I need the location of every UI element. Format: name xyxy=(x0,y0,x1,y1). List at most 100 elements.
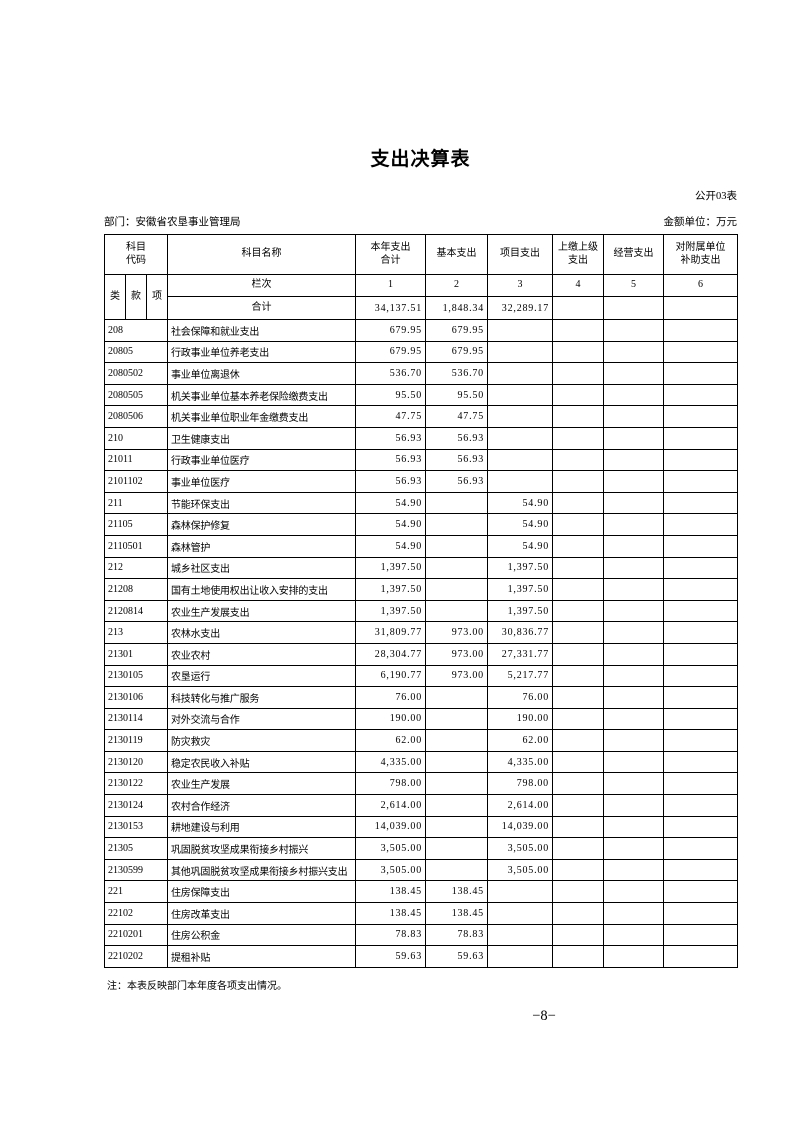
amount-cell: 62.00 xyxy=(355,729,426,752)
amount-cell xyxy=(663,858,738,882)
total-amount-cell xyxy=(603,296,664,320)
amount-cell xyxy=(487,405,553,428)
amount-cell: 138.45 xyxy=(425,902,488,925)
subject-code: 21305 xyxy=(104,837,168,860)
amount-cell: 3,505.00 xyxy=(355,858,426,882)
subject-code: 2210201 xyxy=(104,923,168,947)
amount-cell xyxy=(552,923,604,947)
amount-cell xyxy=(603,340,664,364)
table-row: 2101102 事业单位医疗 56.93 56.93 xyxy=(104,470,738,493)
subject-code: 2110501 xyxy=(104,534,168,558)
amount-cell xyxy=(425,750,488,774)
table-row: 2080506 机关事业单位职业年金缴费支出 47.75 47.75 xyxy=(104,405,738,428)
amount-cell xyxy=(663,902,738,925)
amount-cell xyxy=(603,470,664,493)
header-subject-name: 科目名称 xyxy=(167,234,356,275)
expenditure-table: 科目 代码 科目名称 本年支出 合计 基本支出 项目支出 上缴上级 支出 经营支… xyxy=(104,234,738,968)
amount-cell xyxy=(603,686,664,709)
amount-cell xyxy=(603,513,664,536)
amount-cell: 190.00 xyxy=(355,707,426,731)
amount-cell xyxy=(552,578,604,601)
amount-cell xyxy=(425,772,488,796)
amount-cell xyxy=(552,405,604,428)
subject-code: 21105 xyxy=(104,513,168,536)
amount-cell xyxy=(603,383,664,407)
amount-cell: 95.50 xyxy=(355,383,426,407)
header-category: 类 xyxy=(104,274,126,320)
total-amount-cell xyxy=(552,296,604,320)
page-title: 支出决算表 xyxy=(370,149,471,170)
amount-cell: 679.95 xyxy=(425,340,488,364)
amount-cell: 3,505.00 xyxy=(487,837,553,860)
table-row: 221 住房保障支出 138.45 138.45 xyxy=(104,880,738,904)
amount-cell: 138.45 xyxy=(355,880,426,904)
table-row: 21305 巩固脱贫攻坚成果衔接乡村振兴 3,505.00 3,505.00 xyxy=(104,837,738,860)
amount-cell: 679.95 xyxy=(425,319,488,342)
amount-cell: 31,809.77 xyxy=(355,621,426,644)
amount-cell xyxy=(487,340,553,364)
amount-cell xyxy=(425,513,488,536)
amount-cell: 78.83 xyxy=(425,923,488,947)
amount-cell: 4,335.00 xyxy=(355,750,426,774)
amount-cell xyxy=(552,772,604,796)
amount-cell xyxy=(663,513,738,536)
subject-code: 21208 xyxy=(104,578,168,601)
subject-name: 其他巩固脱贫攻坚成果衔接乡村振兴支出 xyxy=(167,858,356,882)
amount-cell xyxy=(663,880,738,904)
amount-cell xyxy=(663,362,738,385)
subject-code: 2130105 xyxy=(104,664,168,688)
amount-cell xyxy=(425,837,488,860)
table-row: 2130153 耕地建设与利用 14,039.00 14,039.00 xyxy=(104,815,738,839)
subject-code: 212 xyxy=(104,556,168,580)
amount-cell xyxy=(425,578,488,601)
amount-cell xyxy=(487,902,553,925)
header-item: 项 xyxy=(146,274,168,320)
amount-cell: 3,505.00 xyxy=(355,837,426,860)
table-row: 22102 住房改革支出 138.45 138.45 xyxy=(104,902,738,925)
amount-cell xyxy=(552,556,604,580)
col-no-3: 3 xyxy=(487,274,553,297)
amount-cell xyxy=(552,729,604,752)
amount-cell xyxy=(425,794,488,817)
header-project-expenditure: 项目支出 xyxy=(487,234,553,275)
amount-cell: 536.70 xyxy=(355,362,426,385)
amount-cell xyxy=(603,729,664,752)
amount-cell xyxy=(425,556,488,580)
col-no-6: 6 xyxy=(663,274,738,297)
amount-cell xyxy=(663,470,738,493)
amount-cell: 30,836.77 xyxy=(487,621,553,644)
amount-cell: 76.00 xyxy=(355,686,426,709)
amount-cell xyxy=(603,556,664,580)
subject-name: 事业单位离退休 xyxy=(167,362,356,385)
amount-cell: 798.00 xyxy=(355,772,426,796)
amount-cell xyxy=(552,858,604,882)
header-section: 款 xyxy=(125,274,147,320)
table-row: 2110501 森林管护 54.90 54.90 xyxy=(104,534,738,558)
amount-cell: 973.00 xyxy=(425,621,488,644)
amount-cell xyxy=(663,794,738,817)
subject-name: 住房保障支出 xyxy=(167,880,356,904)
table-row: 21301 农业农村 28,304.77 973.00 27,331.77 xyxy=(104,642,738,666)
subject-code: 2210202 xyxy=(104,945,168,968)
amount-cell xyxy=(487,945,553,968)
amount-cell xyxy=(603,578,664,601)
table-row: 2130105 农垦运行 6,190.77 973.00 5,217.77 xyxy=(104,664,738,688)
amount-cell xyxy=(603,923,664,947)
table-row: 210 卫生健康支出 56.93 56.93 xyxy=(104,426,738,450)
amount-cell: 56.93 xyxy=(355,426,426,450)
amount-cell xyxy=(663,426,738,450)
table-body: 208 社会保障和就业支出 679.95 679.95 20805 行政事业单位… xyxy=(104,319,738,968)
document-content: 支出决算表 公开03表 部门：安徽省农垦事业管理局 金额单位：万元 科目 代码 … xyxy=(104,0,738,1025)
subject-code: 2130106 xyxy=(104,686,168,709)
amount-cell xyxy=(425,707,488,731)
amount-cell: 14,039.00 xyxy=(487,815,553,839)
amount-cell: 56.93 xyxy=(425,448,488,472)
amount-cell: 28,304.77 xyxy=(355,642,426,666)
subject-name: 巩固脱贫攻坚成果衔接乡村振兴 xyxy=(167,837,356,860)
amount-cell: 54.90 xyxy=(487,491,553,515)
subject-name: 农业农村 xyxy=(167,642,356,666)
amount-cell xyxy=(603,664,664,688)
table-row: 2130124 农村合作经济 2,614.00 2,614.00 xyxy=(104,794,738,817)
subject-name: 城乡社区支出 xyxy=(167,556,356,580)
amount-cell xyxy=(603,902,664,925)
